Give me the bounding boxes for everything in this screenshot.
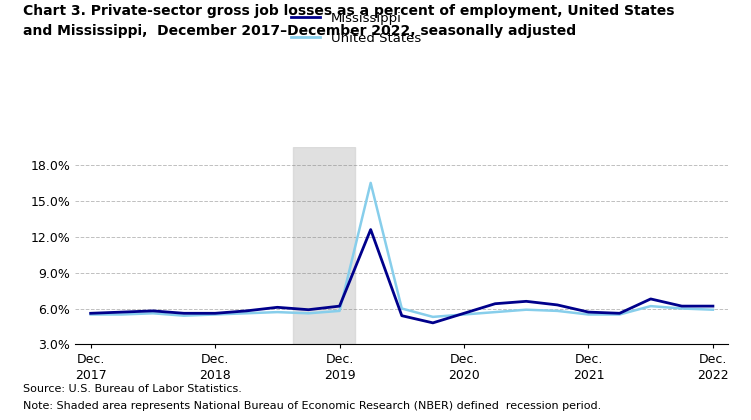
Legend: Mississippi, United States: Mississippi, United States bbox=[291, 11, 421, 45]
Text: Source: U.S. Bureau of Labor Statistics.: Source: U.S. Bureau of Labor Statistics. bbox=[23, 384, 241, 394]
Bar bbox=[293, 147, 355, 344]
Text: Chart 3. Private-sector gross job losses as a percent of employment, United Stat: Chart 3. Private-sector gross job losses… bbox=[23, 4, 674, 38]
Text: Note: Shaded area represents National Bureau of Economic Research (NBER) defined: Note: Shaded area represents National Bu… bbox=[23, 401, 601, 411]
